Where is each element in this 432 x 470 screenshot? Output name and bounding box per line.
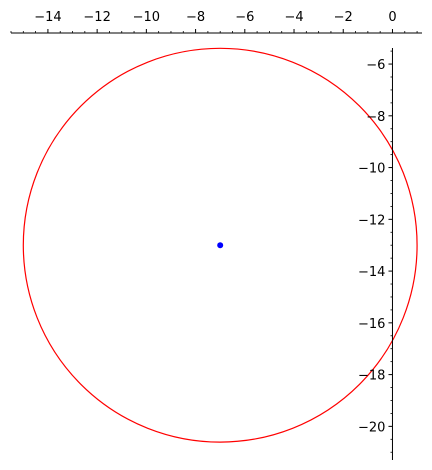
x-ticks: −14 −12 −10 −8 −6 −4 −2 0 [10,10,418,33]
x-tick-label: −6 [235,10,254,25]
y-tick-label: −16 [358,317,385,332]
x-tick-label: −14 [34,10,61,25]
y-tick-label: −18 [358,369,385,384]
y-tick-label: −8 [366,110,385,125]
y-tick-label: −10 [358,162,385,177]
y-tick-label: −12 [358,213,385,228]
x-tick-label: −10 [133,10,160,25]
y-tick-label: −6 [366,58,385,73]
x-tick-label: 0 [388,10,396,25]
x-tick-label: −4 [284,10,303,25]
x-tick-label: −8 [186,10,205,25]
circle-curve [22,47,418,443]
x-axis: −14 −12 −10 −8 −6 −4 −2 0 [10,10,422,34]
center-point [217,242,224,249]
x-tick-label: −2 [334,10,353,25]
y-axis: −6 −8 −10 −12 −14 −16 −18 −20 [358,48,393,460]
y-tick-label: −14 [358,265,385,280]
x-tick-label: −12 [83,10,110,25]
y-tick-label: −20 [358,420,385,435]
y-ticks: −6 −8 −10 −12 −14 −16 −18 −20 [358,50,393,453]
plot-area [22,47,418,443]
points-layer [217,242,224,249]
